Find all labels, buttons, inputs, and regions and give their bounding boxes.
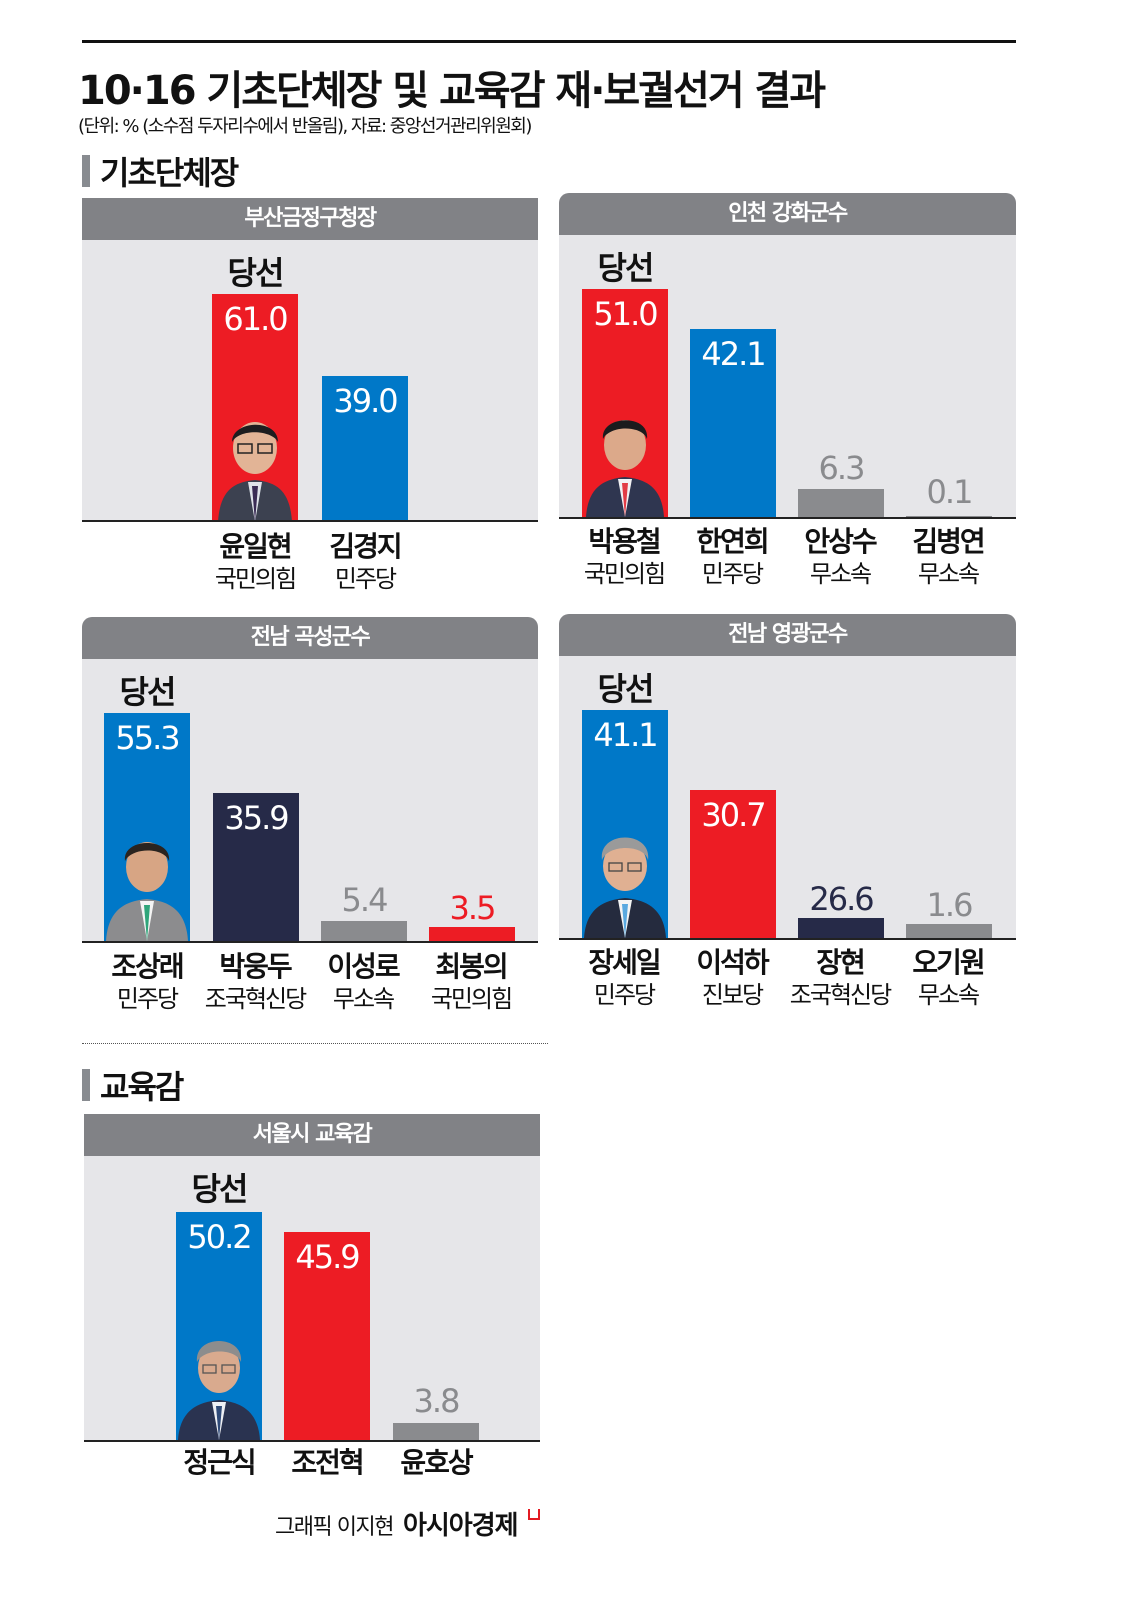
candidate-photo <box>106 842 188 941</box>
graphic-credit: 그래픽 이지현 <box>275 1515 394 1540</box>
candidate-label: 조전혁 <box>291 1446 364 1479</box>
panel-title: 서울시 교육감 <box>84 1114 540 1156</box>
candidate-label: 조상래 민주당 <box>111 950 184 1013</box>
candidate-label: 김경지 민주당 <box>329 530 402 593</box>
publisher-logo: 아시아경제 <box>402 1511 519 1541</box>
candidate-photo <box>584 837 666 938</box>
page-title: 10·16 기초단체장 및 교육감 재·보궐선거 결과 <box>78 68 826 114</box>
chart-panel-busan: 부산금정구청장 당선 61.0 39.0 <box>82 198 538 524</box>
value-label: 3.5 <box>449 889 497 927</box>
candidate-label: 최봉의 국민의힘 <box>430 950 513 1013</box>
baseline <box>82 520 538 522</box>
value-label: 6.3 <box>818 449 866 487</box>
winner-label: 당선 <box>597 670 655 708</box>
baseline <box>84 1440 540 1442</box>
panel-title: 부산금정구청장 <box>82 198 538 240</box>
bar-han-yeonhee: 42.1 <box>690 329 776 517</box>
credit-line: 그래픽 이지현 아시아경제 <box>275 1505 540 1542</box>
bar-choi-bongui <box>429 927 515 941</box>
value-label: 26.6 <box>809 880 874 918</box>
candidate-label: 김병연 무소속 <box>912 525 985 588</box>
candidate-label: 정근식 <box>183 1446 256 1479</box>
section-divider <box>82 1043 548 1044</box>
plot-area: 당선 51.0 42.1 6.3 0.1 <box>559 235 1016 517</box>
baseline <box>82 941 538 943</box>
candidate-label: 박웅두 조국혁신당 <box>204 950 307 1013</box>
candidate-photo <box>178 1341 260 1440</box>
chart-panel-yeonggwang: 전남 영광군수 당선 41.1 30.7 26.6 1.6 <box>559 614 1016 940</box>
candidate-label: 오기원 무소속 <box>912 946 985 1009</box>
bar-park-yongcheol: 51.0 <box>582 289 668 517</box>
candidate-label: 장현 조국혁신당 <box>789 946 892 1009</box>
bar-kim-kyungji: 39.0 <box>322 376 408 522</box>
bar-kim-byeongyeon <box>906 516 992 517</box>
winner-label: 당선 <box>191 1170 249 1208</box>
page-subtitle: (단위: % (소수점 두자리수에서 반올림), 자료: 중앙선거관리위원회) <box>78 116 532 137</box>
top-rule <box>82 40 1016 43</box>
bar-cho-jeonhyeok: 45.9 <box>284 1232 370 1440</box>
bar-lee-seongro <box>321 921 407 941</box>
candidate-label: 장세일 민주당 <box>588 946 661 1009</box>
candidate-label: 이석하 진보당 <box>696 946 769 1009</box>
candidate-label: 이성로 무소속 <box>327 950 400 1013</box>
bar-oh-giwon <box>906 924 992 938</box>
bar-yoon-hosang <box>393 1423 479 1440</box>
winner-label: 당선 <box>227 254 285 292</box>
bar-lee-seokha: 30.7 <box>690 790 776 938</box>
value-label: 1.6 <box>926 886 974 924</box>
panel-title: 인천 강화군수 <box>559 193 1016 235</box>
panel-title: 전남 곡성군수 <box>82 617 538 659</box>
value-label: 3.8 <box>413 1382 461 1420</box>
chart-panel-ganghwa: 인천 강화군수 당선 51.0 42.1 6.3 0.1 <box>559 193 1016 519</box>
section-heading-education: 교육감 <box>82 1062 184 1108</box>
bar-park-ungdu: 35.9 <box>213 793 299 941</box>
plot-area: 당선 61.0 39.0 <box>82 240 538 522</box>
candidate-label: 윤호상 <box>400 1446 473 1479</box>
plot-area: 당선 55.3 35.9 5.4 3.5 <box>82 659 538 941</box>
value-label: 5.4 <box>341 881 389 919</box>
candidate-label: 윤일현 국민의힘 <box>214 530 297 593</box>
candidate-label: 박용철 국민의힘 <box>583 525 666 588</box>
plot-area: 당선 50.2 45.9 3.8 <box>84 1156 540 1440</box>
bar-jo-sangrae: 55.3 <box>104 713 190 941</box>
baseline <box>559 517 1016 519</box>
panel-title: 전남 영광군수 <box>559 614 1016 656</box>
section-marker <box>82 155 90 187</box>
plot-area: 당선 41.1 30.7 26.6 1.6 <box>559 656 1016 938</box>
chart-panel-gokseong: 전남 곡성군수 당선 55.3 35.9 5.4 3.5 <box>82 617 538 943</box>
logo-mark-icon <box>527 1509 540 1520</box>
winner-label: 당선 <box>119 673 177 711</box>
bar-yun-ilhyun: 61.0 <box>212 294 298 522</box>
candidate-photo <box>586 420 664 517</box>
section-heading-local: 기초단체장 <box>82 148 239 194</box>
bar-jang-hyeon <box>798 918 884 938</box>
chart-panel-seoul-education: 서울시 교육감 당선 50.2 45.9 3.8 <box>84 1114 540 1442</box>
section-marker <box>82 1069 90 1101</box>
candidate-photo <box>218 422 292 522</box>
bar-jung-keunsik: 50.2 <box>176 1212 262 1440</box>
winner-label: 당선 <box>597 249 655 287</box>
value-label: 0.1 <box>926 473 974 511</box>
candidate-label: 한연희 민주당 <box>696 525 769 588</box>
bar-ahn-sangsu <box>798 489 884 517</box>
baseline <box>559 938 1016 940</box>
bar-jang-seil: 41.1 <box>582 710 668 938</box>
candidate-label: 안상수 무소속 <box>804 525 877 588</box>
